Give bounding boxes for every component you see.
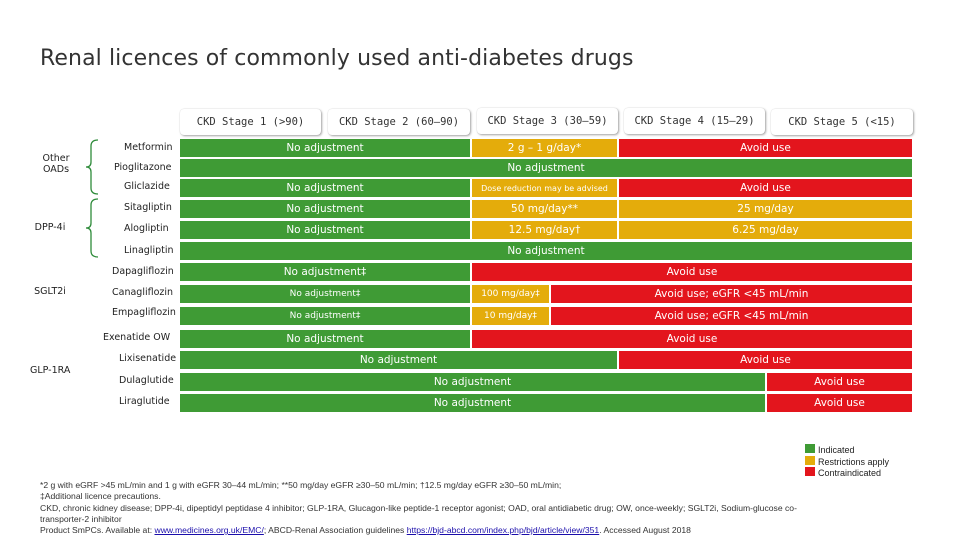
drug-dulaglutide: Dulaglutide bbox=[119, 375, 174, 386]
bar-liraglutide-avoid: Avoid use bbox=[767, 394, 912, 412]
drug-liraglutide: Liraglutide bbox=[119, 396, 170, 407]
drug-exenatide-ow: Exenatide OW bbox=[103, 332, 171, 343]
drug-sitagliptin: Sitagliptin bbox=[124, 202, 172, 213]
legend-swatch-contraindicated bbox=[805, 467, 815, 476]
page-title: Renal licences of commonly used anti-dia… bbox=[40, 46, 634, 71]
source-suffix: . Accessed August 2018 bbox=[599, 525, 691, 535]
bar-linagliptin-no-adjustment: No adjustment bbox=[180, 242, 912, 260]
class-label-other-oads: Other OADs bbox=[38, 153, 74, 175]
bar-empagliflozin-restriction: 10 mg/day‡ bbox=[472, 307, 549, 325]
bar-alogliptin-restriction-stage45: 6.25 mg/day bbox=[619, 221, 912, 239]
bar-liraglutide-no-adjustment: No adjustment bbox=[180, 394, 765, 412]
drug-empagliflozin: Empagliflozin bbox=[112, 307, 176, 318]
bar-dulaglutide-avoid: Avoid use bbox=[767, 373, 912, 391]
bar-empagliflozin-no-adjustment: No adjustment‡ bbox=[180, 307, 470, 325]
drug-metformin: Metformin bbox=[124, 142, 173, 153]
bar-exenatide-ow-avoid: Avoid use bbox=[472, 330, 912, 348]
bar-pioglitazone-no-adjustment: No adjustment bbox=[180, 159, 912, 177]
drug-linagliptin: Linagliptin bbox=[124, 245, 174, 256]
class-label-glp1ra: GLP-1RA bbox=[30, 365, 71, 376]
class-label-other-oads-text: Other OADs bbox=[42, 153, 70, 175]
bar-metformin-restriction: 2 g – 1 g/day* bbox=[472, 139, 617, 157]
footnote-abbreviations-cont: transporter-2 inhibitor bbox=[40, 514, 122, 524]
bar-canagliflozin-no-adjustment: No adjustment‡ bbox=[180, 285, 470, 303]
link-abcd-guidelines[interactable]: https://bjd-abcd.com/index.php/bjd/artic… bbox=[406, 525, 600, 535]
class-label-sglt2i: SGLT2i bbox=[34, 286, 66, 297]
bar-sitagliptin-restriction-stage3: 50 mg/day** bbox=[472, 200, 617, 218]
class-label-dpp4i: DPP-4i bbox=[34, 222, 66, 233]
header-ckd-stage-4: CKD Stage 4 (15–29) bbox=[624, 108, 765, 134]
footnote-sources: Product SmPCs. Available at: www.medicin… bbox=[40, 525, 691, 535]
bar-gliclazide-no-adjustment: No adjustment bbox=[180, 179, 470, 197]
drug-pioglitazone: Pioglitazone bbox=[114, 162, 172, 173]
bar-gliclazide-avoid: Avoid use bbox=[619, 179, 912, 197]
bar-lixisenatide-avoid: Avoid use bbox=[619, 351, 912, 369]
bar-dapagliflozin-no-adjustment: No adjustment‡ bbox=[180, 263, 470, 281]
brace-other-oads bbox=[85, 139, 99, 195]
bar-exenatide-ow-no-adjustment: No adjustment bbox=[180, 330, 470, 348]
header-ckd-stage-5: CKD Stage 5 (<15) bbox=[771, 109, 913, 135]
bar-canagliflozin-avoid: Avoid use; eGFR <45 mL/min bbox=[551, 285, 912, 303]
bar-dulaglutide-no-adjustment: No adjustment bbox=[180, 373, 765, 391]
legend-label-indicated: Indicated bbox=[818, 445, 855, 455]
bar-empagliflozin-avoid: Avoid use; eGFR <45 mL/min bbox=[551, 307, 912, 325]
drug-canagliflozin: Canagliflozin bbox=[112, 287, 174, 298]
footnote-abbreviations: CKD, chronic kidney disease; DPP-4i, dip… bbox=[40, 503, 797, 513]
drug-lixisenatide: Lixisenatide bbox=[119, 353, 177, 364]
bar-sitagliptin-restriction-stage45: 25 mg/day bbox=[619, 200, 912, 218]
bar-canagliflozin-restriction: 100 mg/day‡ bbox=[472, 285, 549, 303]
bar-dapagliflozin-avoid: Avoid use bbox=[472, 263, 912, 281]
drug-gliclazide: Gliclazide bbox=[124, 181, 170, 192]
legend-label-restrictions: Restrictions apply bbox=[818, 457, 890, 467]
bar-sitagliptin-no-adjustment: No adjustment bbox=[180, 200, 470, 218]
brace-dpp4i bbox=[85, 198, 99, 258]
source-prefix: Product SmPCs. Available at: bbox=[40, 525, 155, 535]
header-ckd-stage-1: CKD Stage 1 (>90) bbox=[180, 109, 321, 135]
header-ckd-stage-3: CKD Stage 3 (30–59) bbox=[477, 108, 618, 134]
bar-alogliptin-no-adjustment: No adjustment bbox=[180, 221, 470, 239]
footnote-dosing: *2 g with eGRF >45 mL/min and 1 g with e… bbox=[40, 480, 562, 490]
bar-metformin-avoid: Avoid use bbox=[619, 139, 912, 157]
header-ckd-stage-2: CKD Stage 2 (60–90) bbox=[328, 109, 470, 135]
drug-alogliptin: Alogliptin bbox=[124, 223, 169, 234]
drug-dapagliflozin: Dapagliflozin bbox=[112, 266, 174, 277]
source-mid: ; ABCD-Renal Association guidelines bbox=[263, 525, 407, 535]
legend-label-contraindicated: Contraindicated bbox=[818, 468, 882, 478]
link-medicines-org[interactable]: www.medicines.org.uk/EMC/ bbox=[154, 525, 264, 535]
footnote-precautions: ‡Additional licence precautions. bbox=[40, 491, 161, 501]
bar-lixisenatide-no-adjustment: No adjustment bbox=[180, 351, 617, 369]
legend-swatch-restrictions bbox=[805, 456, 815, 465]
bar-metformin-no-adjustment: No adjustment bbox=[180, 139, 470, 157]
legend-swatch-indicated bbox=[805, 444, 815, 453]
bar-alogliptin-restriction-stage3: 12.5 mg/day† bbox=[472, 221, 617, 239]
bar-gliclazide-restriction: Dose reduction may be advised bbox=[472, 179, 617, 197]
